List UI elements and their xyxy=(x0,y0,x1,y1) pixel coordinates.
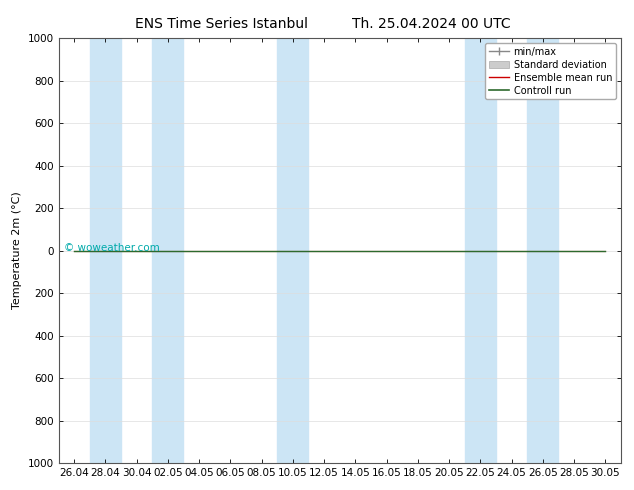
Bar xyxy=(465,38,496,463)
Text: © woweather.com: © woweather.com xyxy=(64,244,160,253)
Bar xyxy=(90,38,121,463)
Bar xyxy=(527,38,559,463)
Y-axis label: Temperature 2m (°C): Temperature 2m (°C) xyxy=(12,192,22,310)
Bar xyxy=(152,38,183,463)
Text: ENS Time Series Istanbul: ENS Time Series Istanbul xyxy=(136,17,308,31)
Legend: min/max, Standard deviation, Ensemble mean run, Controll run: min/max, Standard deviation, Ensemble me… xyxy=(486,43,616,99)
Bar xyxy=(277,38,309,463)
Text: Th. 25.04.2024 00 UTC: Th. 25.04.2024 00 UTC xyxy=(352,17,510,31)
